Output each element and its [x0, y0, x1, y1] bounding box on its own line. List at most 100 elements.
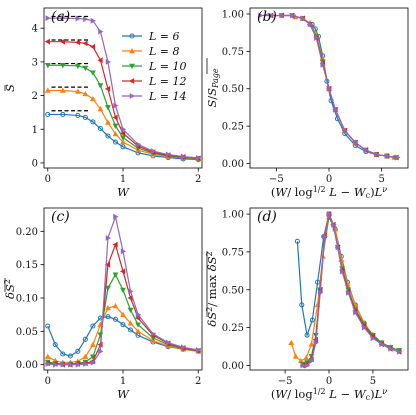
data-point	[326, 85, 333, 92]
data-point	[59, 63, 66, 69]
data-point	[89, 95, 96, 102]
data-point	[331, 221, 337, 228]
data-point	[112, 114, 118, 121]
y-axis-label: δS2	[3, 279, 17, 299]
y-tick-label: 3	[32, 57, 38, 68]
series-L-8	[292, 13, 398, 160]
data-point	[59, 87, 66, 93]
data-point	[112, 241, 118, 248]
data-point	[135, 141, 142, 148]
data-point	[44, 353, 51, 359]
x-axis-label: (W/ log1/2 L − Wc)Lν	[271, 387, 387, 402]
data-point	[258, 12, 264, 19]
legend-entry: L = 14	[148, 90, 187, 103]
x-axis-label: W	[117, 387, 130, 401]
data-point	[112, 139, 119, 145]
y-tick-label: 0.25	[222, 122, 244, 133]
data-point	[74, 39, 81, 46]
data-point	[97, 57, 103, 64]
data-point	[288, 339, 295, 345]
data-point	[75, 15, 81, 22]
x-tick-label: 0	[326, 174, 332, 185]
series-L-6	[45, 314, 201, 359]
data-point	[127, 320, 134, 326]
x-tick-label: 2	[195, 174, 201, 185]
panel-label: (a)	[51, 9, 70, 25]
legend-marker	[129, 93, 136, 99]
data-point	[127, 327, 134, 333]
data-point	[303, 354, 310, 361]
series-line	[281, 14, 396, 159]
data-point	[52, 342, 58, 348]
x-axis-label: W	[117, 185, 130, 199]
data-point	[135, 322, 141, 328]
data-point	[82, 40, 88, 47]
panel-d: −5 0 5 0.00 0.25 0.50 0.75 1.00 (d) (W/ log1/2 L …	[205, 207, 409, 402]
data-point	[105, 133, 111, 139]
data-point	[128, 288, 134, 295]
y-tick-label: 0	[32, 158, 38, 169]
data-point	[112, 302, 119, 309]
data-point	[98, 28, 104, 35]
data-point	[83, 16, 89, 23]
data-point	[180, 344, 187, 351]
y-tick-label: 0.05	[16, 327, 38, 338]
data-point	[120, 322, 126, 328]
legend-entry: L = 12	[148, 75, 187, 88]
data-point	[363, 147, 369, 153]
data-point	[112, 316, 119, 322]
data-point	[313, 339, 319, 346]
data-point	[268, 12, 275, 19]
data-point	[74, 63, 81, 69]
data-point	[113, 213, 119, 220]
data-point	[150, 331, 157, 337]
data-point	[346, 289, 352, 296]
y-tick-label: 2	[32, 91, 38, 102]
data-point	[379, 341, 385, 348]
y-tick-label: 0.00	[16, 360, 38, 371]
data-point	[60, 15, 66, 22]
data-point	[135, 328, 141, 334]
panel-label: (b)	[257, 9, 277, 25]
data-point	[112, 272, 119, 278]
panel-label: (d)	[257, 209, 277, 225]
series-line	[47, 316, 199, 357]
data-point	[120, 287, 126, 294]
x-tick-label: 0	[45, 174, 51, 185]
data-point	[299, 302, 305, 308]
data-point	[113, 102, 119, 109]
data-point	[370, 335, 376, 342]
legend-entry: L = 8	[148, 45, 180, 58]
data-point	[388, 345, 394, 352]
series-L-14	[258, 12, 401, 161]
data-point	[196, 347, 202, 353]
data-point	[342, 127, 348, 134]
data-point	[135, 311, 142, 318]
data-point	[384, 153, 390, 159]
x-tick-label: 5	[370, 376, 376, 387]
data-point	[90, 17, 96, 24]
data-point	[326, 211, 333, 217]
data-point	[105, 285, 111, 292]
x-tick-label: 2	[195, 376, 201, 387]
data-point	[60, 361, 66, 368]
y-tick-label: 1.00	[222, 210, 244, 221]
data-point	[374, 151, 380, 158]
series-line	[271, 14, 397, 159]
data-point	[127, 307, 134, 314]
y-tick-label: 0.50	[222, 84, 244, 95]
data-point	[89, 354, 96, 360]
data-point	[98, 348, 104, 355]
data-point	[304, 362, 311, 369]
data-point	[307, 21, 314, 28]
data-point	[314, 34, 320, 41]
data-point	[119, 268, 126, 275]
data-point	[120, 248, 127, 255]
series-L-12	[44, 38, 201, 162]
data-point	[318, 289, 324, 296]
legend-entry: L = 10	[148, 60, 187, 73]
data-point	[339, 268, 346, 275]
data-point	[150, 148, 157, 155]
